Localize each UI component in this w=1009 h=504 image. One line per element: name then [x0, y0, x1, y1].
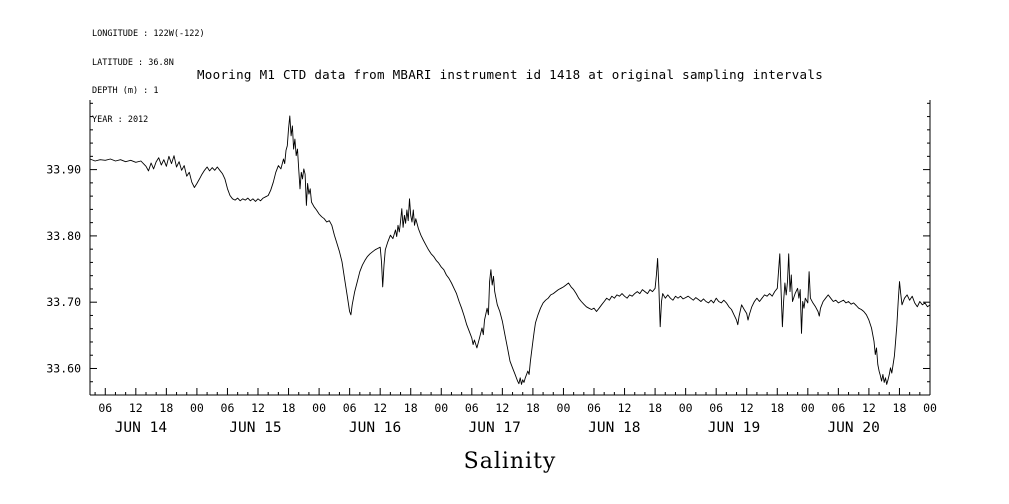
x-hour-tick-label: 06 [709, 401, 723, 415]
x-day-label: JUN 15 [229, 420, 281, 436]
x-hour-tick-label: 18 [159, 401, 173, 415]
metadata-year: YEAR : 2012 [92, 114, 149, 125]
x-hour-tick-label: 00 [801, 401, 815, 415]
x-hour-tick-label: 18 [770, 401, 784, 415]
x-hour-tick-label: 06 [343, 401, 357, 415]
x-hour-tick-label: 00 [312, 401, 326, 415]
chart-title: Mooring M1 CTD data from MBARI instrumen… [196, 67, 824, 82]
x-hour-tick-label: 18 [282, 401, 296, 415]
y-tick-label: 33.70 [46, 295, 81, 309]
x-hour-tick-label: 00 [679, 401, 693, 415]
metadata-latitude: LATITUDE : 36.8N [92, 57, 174, 68]
x-hour-tick-label: 00 [434, 401, 448, 415]
x-hour-tick-label: 12 [862, 401, 876, 415]
x-hour-tick-label: 06 [221, 401, 235, 415]
x-day-label: JUN 18 [588, 420, 640, 436]
x-hour-tick-label: 00 [190, 401, 204, 415]
x-day-label: JUN 14 [115, 420, 168, 436]
x-day-label: JUN 20 [827, 420, 879, 436]
x-hour-tick-label: 00 [557, 401, 571, 415]
metadata-block: LONGITUDE : 122W(-122) LATITUDE : 36.8N … [92, 11, 205, 144]
metadata-depth: DEPTH (m) : 1 [92, 86, 159, 96]
x-hour-tick-label: 12 [373, 401, 387, 415]
x-hour-tick-label: 18 [648, 401, 662, 415]
x-hour-tick-label: 12 [740, 401, 754, 415]
salinity-trace [89, 115, 931, 385]
x-hour-tick-label: 06 [587, 401, 601, 415]
x-axis-title: Salinity [463, 449, 557, 474]
metadata-longitude: LONGITUDE : 122W(-122) [92, 29, 205, 39]
x-hour-tick-label: 06 [465, 401, 479, 415]
x-hour-tick-label: 12 [495, 401, 509, 415]
x-hour-tick-label: 12 [129, 401, 143, 415]
x-hour-tick-label: 18 [893, 401, 907, 415]
x-hour-tick-label: 00 [923, 401, 937, 415]
x-day-label: JUN 19 [708, 420, 760, 436]
x-hour-tick-label: 06 [98, 401, 112, 415]
x-hour-tick-label: 12 [251, 401, 265, 415]
y-tick-label: 33.80 [46, 229, 81, 243]
x-hour-tick-label: 18 [404, 401, 418, 415]
x-hour-tick-label: 06 [831, 401, 845, 415]
x-hour-tick-label: 12 [618, 401, 632, 415]
y-tick-label: 33.90 [46, 163, 81, 177]
x-day-label: JUN 16 [349, 420, 401, 436]
y-tick-label: 33.60 [46, 361, 81, 375]
x-day-label: JUN 17 [469, 420, 521, 436]
x-hour-tick-label: 18 [526, 401, 540, 415]
